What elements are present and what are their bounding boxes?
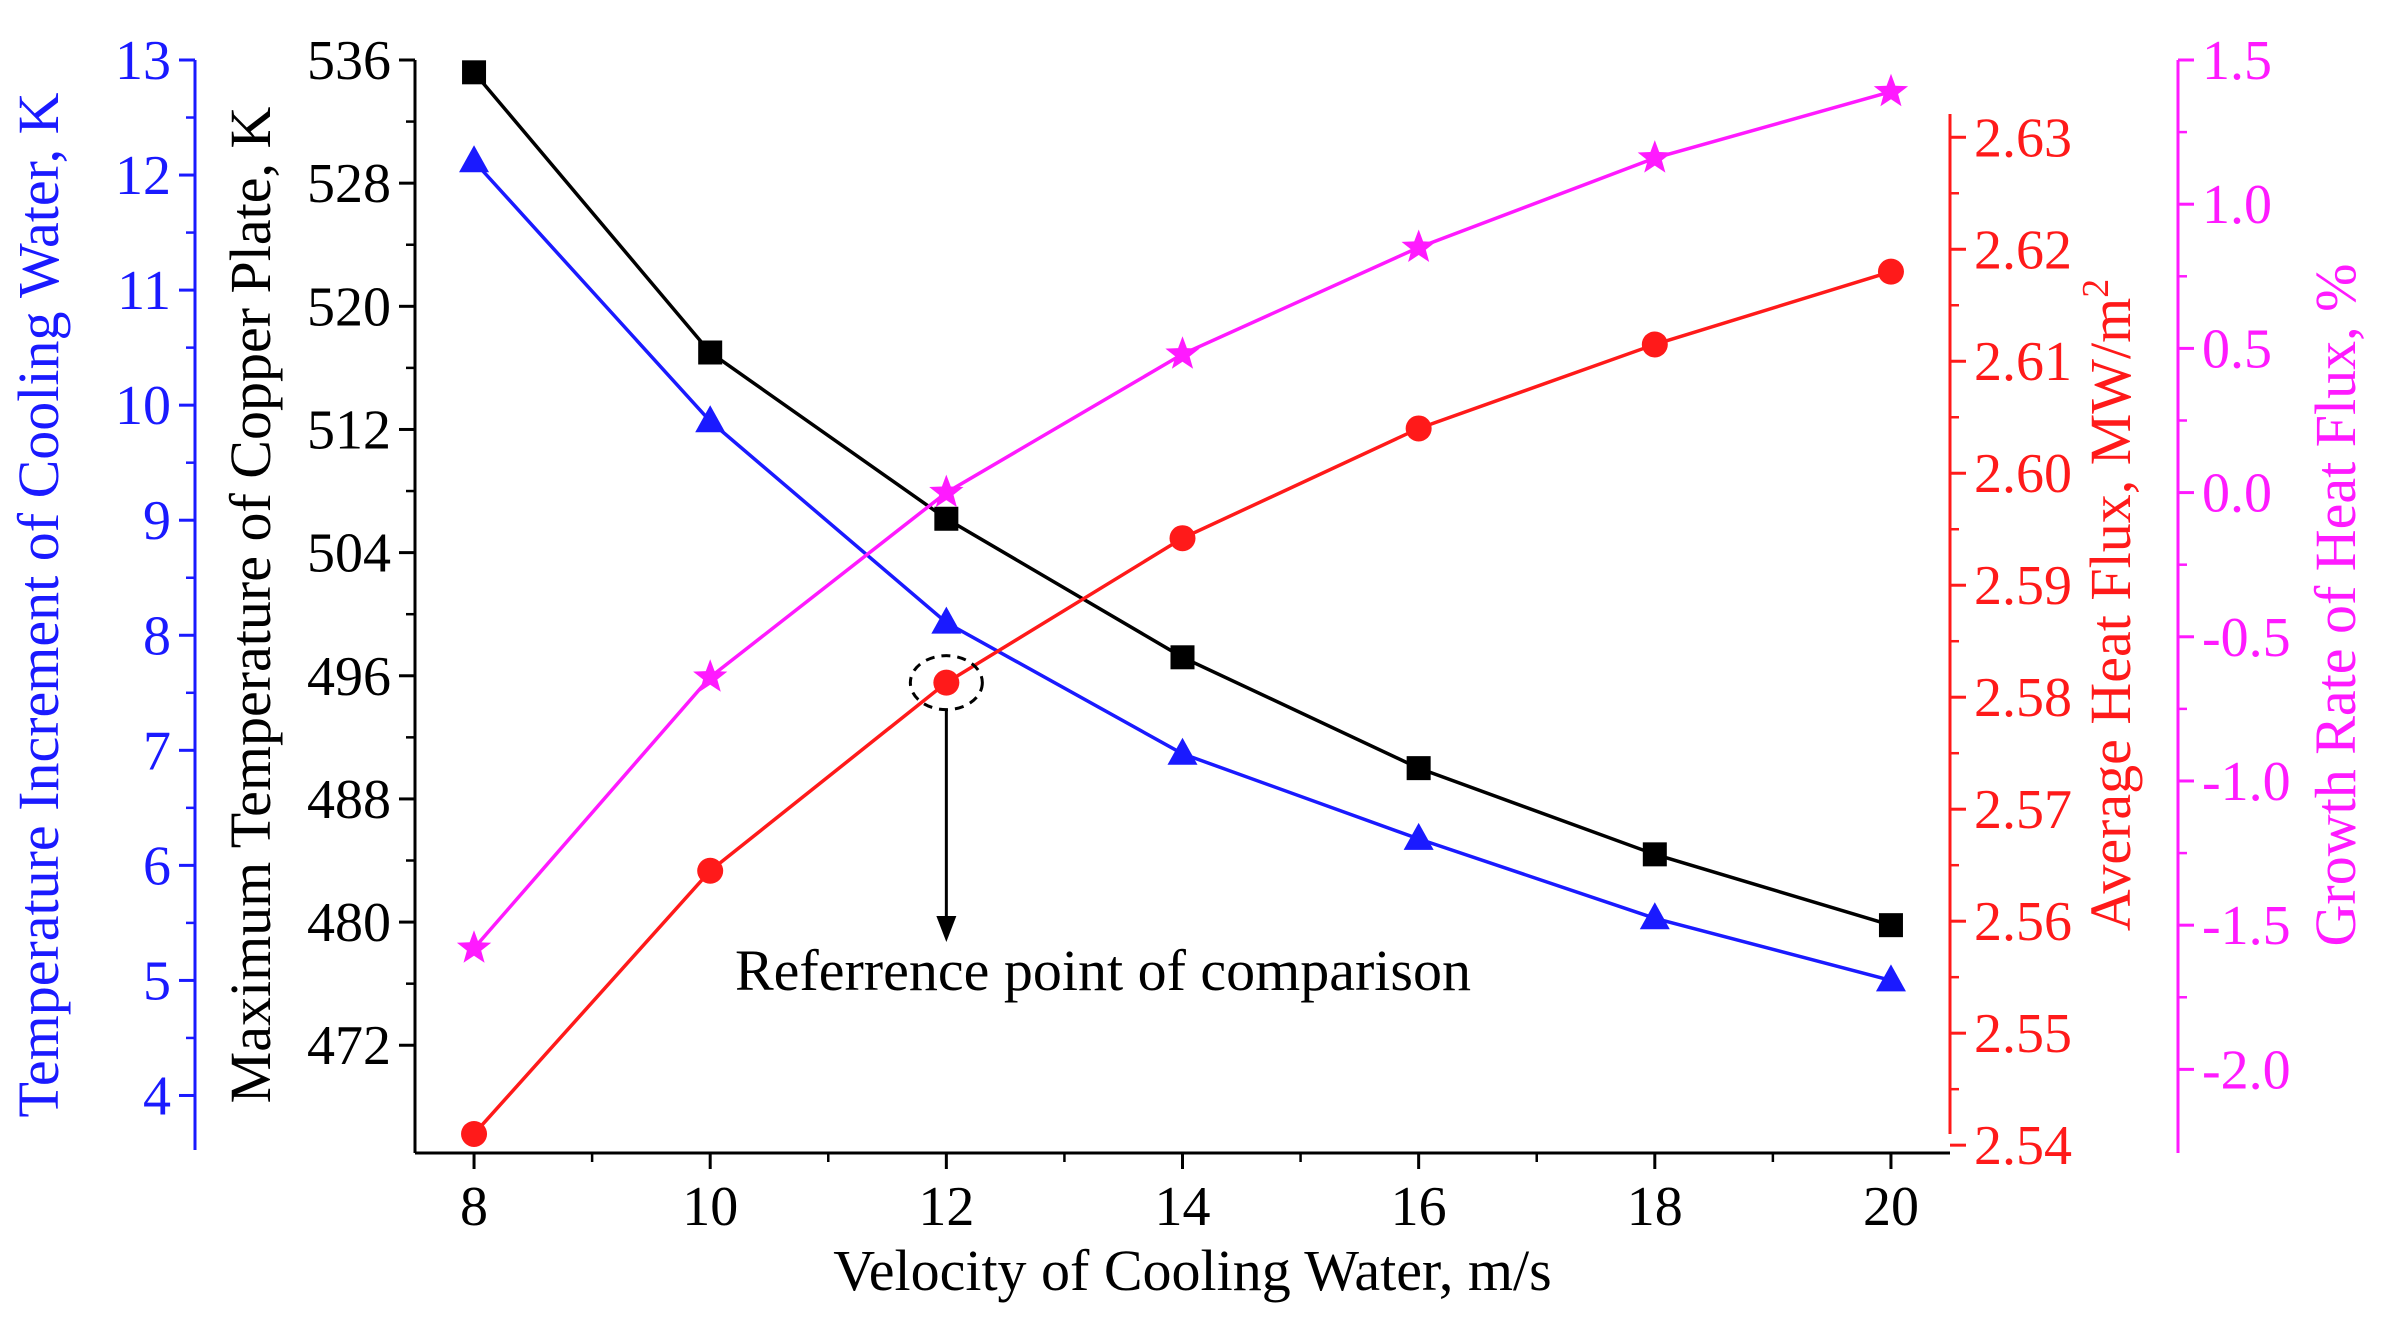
- data-point-average-heat-flux: [461, 1120, 488, 1147]
- y-tick-label-magenta: 1.0: [2202, 174, 2272, 236]
- data-point-temperature-increment-of-cooling-water: [695, 405, 726, 433]
- y-axis-title-blue: Temperature Increment of Cooling Water, …: [6, 92, 71, 1117]
- y-tick-label-red: 2.63: [1974, 107, 2072, 169]
- y-tick-label-blue: 9: [143, 490, 171, 552]
- y-tick-label-blue: 13: [115, 30, 171, 92]
- y-tick-label-magenta: 1.5: [2202, 30, 2272, 92]
- annotation-text: Referrence point of comparison: [735, 938, 1471, 1003]
- data-point-maximum-temperature-of-copper-plate: [1642, 842, 1667, 867]
- x-tick-label: 16: [1391, 1176, 1447, 1238]
- y-axis-black: 472 480 488 496 504 512 520 528 536: [307, 30, 417, 1153]
- x-tick-label: 18: [1627, 1176, 1683, 1238]
- data-point-temperature-increment-of-cooling-water: [459, 145, 490, 173]
- series-temperature-increment-of-cooling-water: [459, 145, 1906, 992]
- series-line-maximum-temperature-of-copper-plate: [472, 71, 1892, 927]
- x-tick-label: 20: [1863, 1176, 1919, 1238]
- y-tick-label-black: 496: [307, 646, 391, 708]
- y-tick-label-red: 2.54: [1974, 1115, 2072, 1177]
- y-tick-label-magenta: -1.5: [2202, 895, 2291, 957]
- y-tick-label-magenta: -2.0: [2202, 1039, 2291, 1101]
- y-tick-label-blue: 10: [115, 375, 171, 437]
- y-tick-label-magenta: -1.0: [2202, 751, 2291, 813]
- y-axis-title-magenta: Growth Rate of Heat Flux, %: [2303, 264, 2368, 947]
- y-tick-label-magenta: 0.0: [2202, 463, 2272, 525]
- data-point-average-heat-flux: [1169, 525, 1196, 552]
- y-tick-label-red: 2.59: [1974, 555, 2072, 617]
- y-tick-label-blue: 12: [115, 145, 171, 207]
- data-point-maximum-temperature-of-copper-plate: [934, 506, 959, 531]
- y-tick-label-red: 2.57: [1974, 779, 2072, 841]
- series-growth-rate-of-heat-flux: [456, 73, 1909, 963]
- data-point-growth-rate-of-heat-flux: [1401, 229, 1436, 262]
- series-maximum-temperature-of-copper-plate: [462, 60, 1903, 938]
- series-line-temperature-increment-of-cooling-water: [472, 160, 1892, 983]
- y-tick-label-magenta: -0.5: [2202, 607, 2291, 669]
- y-tick-label-red: 2.60: [1974, 443, 2072, 505]
- y-tick-label-red: 2.62: [1974, 219, 2072, 281]
- data-point-growth-rate-of-heat-flux: [1637, 140, 1672, 173]
- data-point-maximum-temperature-of-copper-plate: [698, 340, 723, 365]
- data-point-growth-rate-of-heat-flux: [693, 659, 728, 692]
- y-tick-label-red: 2.58: [1974, 667, 2072, 729]
- y-tick-label-black: 520: [307, 276, 391, 338]
- data-point-temperature-increment-of-cooling-water: [1403, 822, 1434, 850]
- data-point-maximum-temperature-of-copper-plate: [1406, 756, 1431, 781]
- y-tick-label-blue: 5: [143, 950, 171, 1012]
- x-tick-label: 10: [682, 1176, 738, 1238]
- series-line-growth-rate-of-heat-flux: [472, 90, 1892, 950]
- data-point-maximum-temperature-of-copper-plate: [1878, 913, 1903, 938]
- data-point-average-heat-flux: [1641, 331, 1668, 358]
- y-tick-label-black: 536: [307, 30, 391, 92]
- data-point-temperature-increment-of-cooling-water: [931, 606, 962, 634]
- series-group: [456, 60, 1909, 1147]
- y-tick-label-blue: 7: [143, 720, 171, 782]
- x-tick-label: 14: [1155, 1176, 1211, 1238]
- data-point-average-heat-flux: [1877, 258, 1904, 285]
- annotation-arrow-head: [936, 916, 957, 942]
- y-axis-red: 2.54 2.55 2.56 2.57 2.58 2.59 2.60 2.61 2.62 2.63: [1948, 107, 2072, 1177]
- data-point-maximum-temperature-of-copper-plate: [462, 60, 487, 85]
- axes-group: 8 10 12 14 16 18 20 Velocity of Cooling Water, …: [6, 30, 2368, 1303]
- y-tick-label-red: 2.55: [1974, 1003, 2072, 1065]
- data-point-growth-rate-of-heat-flux: [1165, 336, 1200, 369]
- y-axis-title-red: Average Heat Flux, MW/m2: [2075, 279, 2143, 932]
- y-tick-label-red: 2.56: [1974, 891, 2072, 953]
- data-point-temperature-increment-of-cooling-water: [1875, 964, 1906, 992]
- y-tick-label-red: 2.61: [1974, 331, 2072, 393]
- y-tick-label-black: 512: [307, 399, 391, 461]
- y-tick-label-black: 504: [307, 523, 391, 585]
- annotation-group: Referrence point of comparison: [735, 654, 1471, 1003]
- y-tick-label-blue: 8: [143, 605, 171, 667]
- y-axis-magenta: -2.0 -1.5 -1.0 -0.5 0.0 0.5 1.0 1.5: [2176, 30, 2291, 1153]
- y-axis-title-black: Maximum Temperature of Copper Plate, K: [218, 107, 283, 1104]
- y-tick-label-black: 488: [307, 769, 391, 831]
- y-tick-label-magenta: 0.5: [2202, 318, 2272, 380]
- x-axis-title: Velocity of Cooling Water, m/s: [833, 1238, 1551, 1303]
- y-axis-blue: 4 5 6 7 8 9 10 11 12 13: [115, 30, 197, 1150]
- data-point-temperature-increment-of-cooling-water: [1167, 737, 1198, 765]
- data-point-maximum-temperature-of-copper-plate: [1170, 645, 1195, 670]
- y-tick-label-blue: 4: [143, 1065, 171, 1127]
- data-point-average-heat-flux: [697, 857, 724, 884]
- y-tick-label-black: 480: [307, 892, 391, 954]
- data-point-temperature-increment-of-cooling-water: [1639, 902, 1670, 930]
- data-point-growth-rate-of-heat-flux: [929, 474, 964, 508]
- y-tick-label-black: 528: [307, 153, 391, 215]
- x-tick-label: 12: [918, 1176, 974, 1238]
- data-point-growth-rate-of-heat-flux: [1873, 73, 1909, 107]
- data-point-average-heat-flux: [1405, 415, 1432, 442]
- y-tick-label-black: 472: [307, 1015, 391, 1077]
- data-point-average-heat-flux: [933, 669, 960, 696]
- series-average-heat-flux: [461, 258, 1904, 1147]
- x-tick-label: 8: [460, 1176, 488, 1238]
- data-point-growth-rate-of-heat-flux: [456, 930, 492, 963]
- y-tick-label-blue: 11: [117, 260, 171, 322]
- y-tick-label-blue: 6: [143, 835, 171, 897]
